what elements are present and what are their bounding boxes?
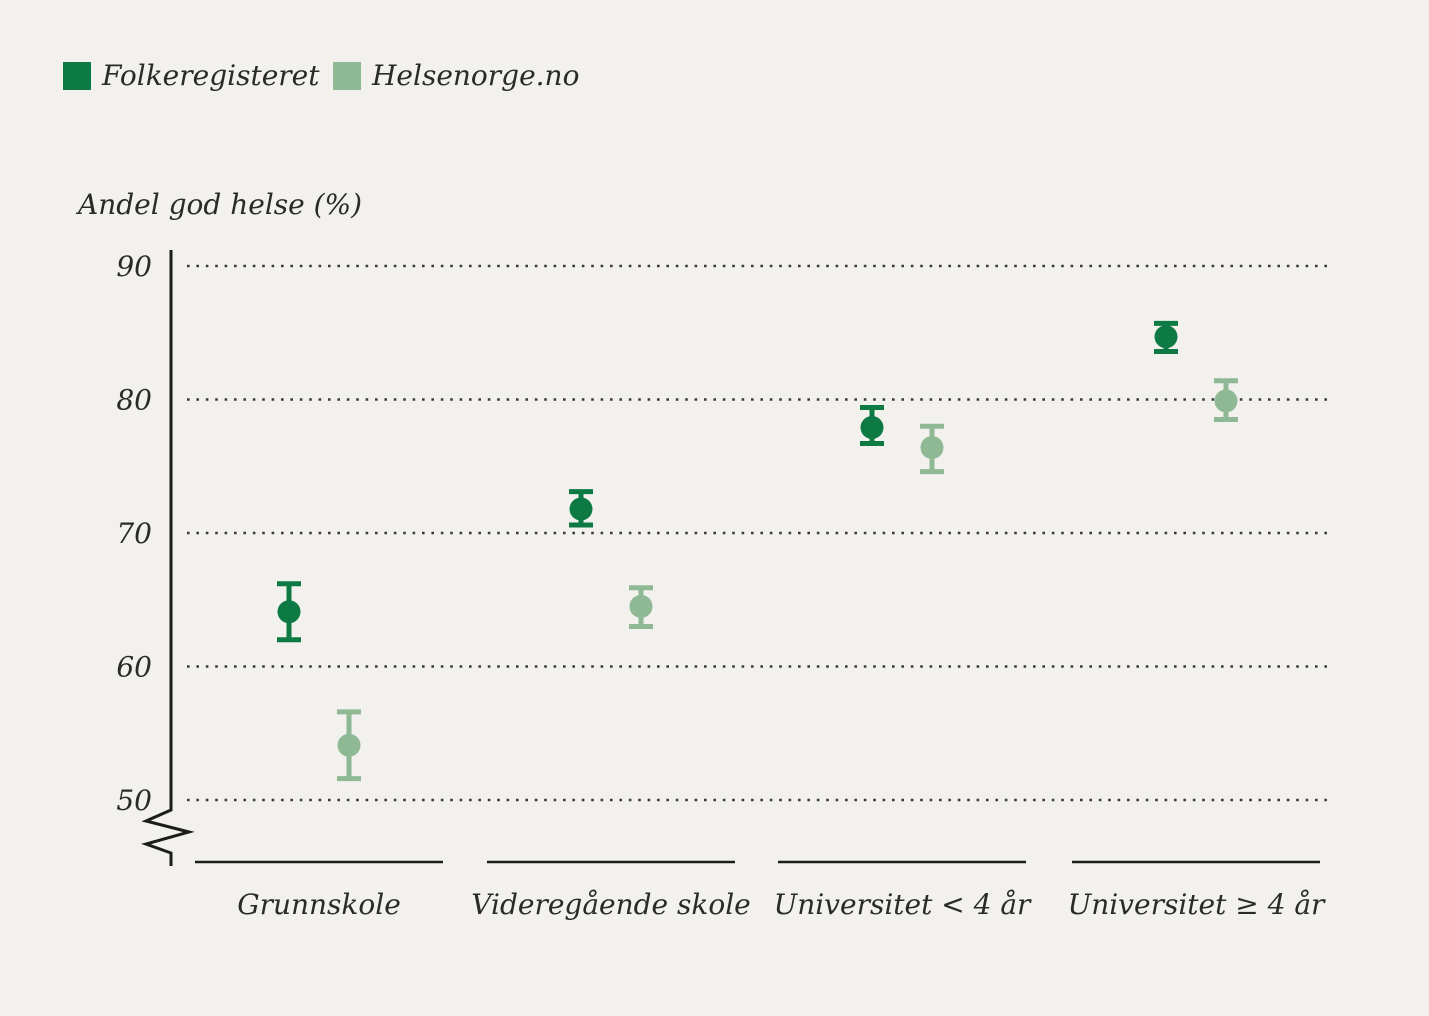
data-point-Folkeregisteret-Videregående skole xyxy=(569,497,593,521)
data-point-Folkeregisteret-Universitet < 4 år xyxy=(860,416,884,440)
legend-label-folkeregisteret: Folkeregisteret xyxy=(102,59,320,92)
legend-item-folkeregisteret: Folkeregisteret xyxy=(63,60,319,92)
category-label: Videregående skole xyxy=(471,888,750,921)
y-tick-label-50: 50 xyxy=(116,784,152,817)
y-axis-title: Andel god helse (%) xyxy=(78,188,363,221)
legend-swatch-folkeregisteret xyxy=(63,62,91,90)
data-point-Helsenorge.no-Videregående skole xyxy=(629,594,653,618)
data-point-Helsenorge.no-Grunnskole xyxy=(337,733,361,757)
category-label: Universitet < 4 år xyxy=(774,888,1032,921)
y-tick-label-70: 70 xyxy=(116,517,152,550)
category-label: Grunnskole xyxy=(237,888,401,921)
category-label: Universitet ≥ 4 år xyxy=(1068,888,1326,921)
legend-label-helsenorge: Helsenorge.no xyxy=(372,59,580,92)
y-axis-line-with-break xyxy=(141,250,195,866)
data-point-Helsenorge.no-Universitet ≥ 4 år xyxy=(1214,389,1238,413)
y-tick-label-60: 60 xyxy=(116,651,152,684)
y-tick-label-80: 80 xyxy=(116,384,152,417)
y-tick-label-90: 90 xyxy=(116,250,152,283)
legend-item-helsenorge: Helsenorge.no xyxy=(333,60,579,92)
legend-swatch-helsenorge xyxy=(333,62,361,90)
data-point-Helsenorge.no-Universitet < 4 år xyxy=(920,436,944,460)
data-point-Folkeregisteret-Universitet ≥ 4 år xyxy=(1154,325,1178,349)
data-point-Folkeregisteret-Grunnskole xyxy=(277,600,301,624)
